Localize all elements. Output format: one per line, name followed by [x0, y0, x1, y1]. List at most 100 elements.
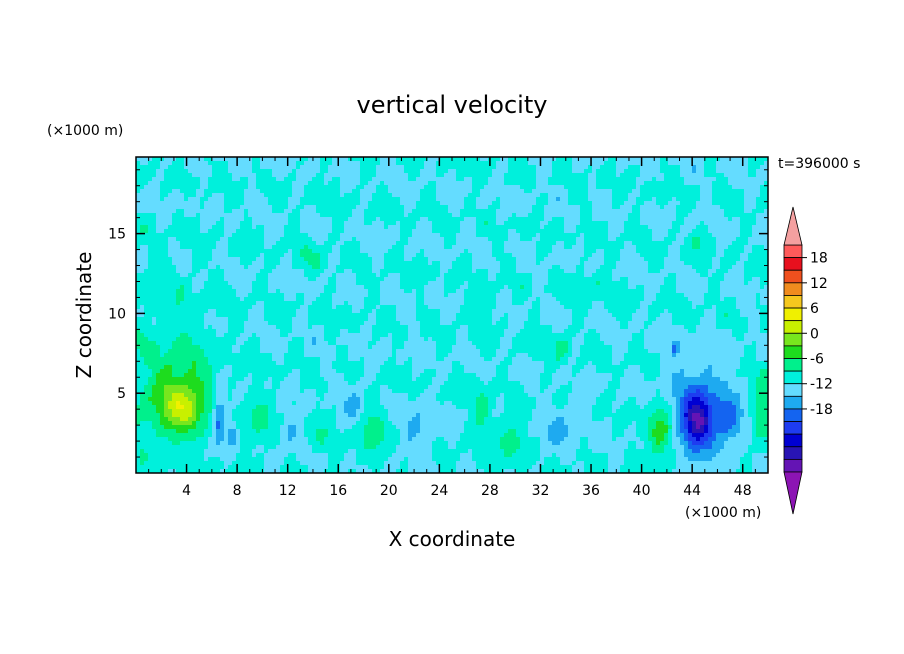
contour-cell — [288, 453, 296, 457]
contour-cell — [476, 233, 508, 237]
contour-cell — [744, 345, 756, 349]
contour-cell — [684, 237, 692, 241]
contour-cell — [624, 449, 652, 453]
contour-cell — [452, 365, 464, 369]
x-tick-label: 8 — [233, 483, 242, 499]
contour-cell — [188, 397, 196, 401]
contour-cell — [744, 453, 752, 457]
contour-cell — [496, 397, 504, 401]
contour-cell — [648, 261, 664, 265]
contour-cell — [608, 157, 616, 161]
contour-cell — [496, 293, 512, 297]
contour-cell — [636, 401, 648, 405]
contour-cell — [292, 181, 308, 185]
contour-cell — [372, 333, 388, 337]
contour-cell — [360, 377, 376, 381]
contour-cell — [456, 241, 492, 245]
contour-cell — [380, 337, 392, 341]
contour-cell — [324, 269, 336, 273]
contour-cell — [604, 249, 620, 253]
colorbar-swatch — [783, 244, 803, 259]
contour-cell — [296, 165, 300, 169]
contour-cell — [384, 257, 404, 261]
contour-cell — [620, 361, 660, 365]
contour-cell — [668, 161, 704, 165]
contour-cell — [532, 189, 568, 193]
contour-cell — [740, 229, 752, 233]
contour-cell — [256, 277, 268, 281]
x-tick-label: 44 — [683, 483, 701, 499]
contour-cell — [272, 205, 288, 209]
contour-cell — [584, 465, 608, 469]
contour-cell — [384, 277, 400, 281]
contour-cell — [456, 333, 468, 337]
contour-cell — [672, 321, 700, 325]
contour-cell — [160, 193, 168, 197]
contour-cell — [152, 385, 164, 389]
contour-cell — [424, 293, 444, 297]
contour-cell — [344, 229, 400, 233]
contour-cell — [724, 209, 744, 213]
contour-cell — [508, 325, 524, 329]
contour-cell — [448, 169, 456, 173]
contour-cell — [732, 217, 740, 221]
colorbar-swatch — [783, 295, 803, 309]
contour-cell — [476, 201, 492, 205]
contour-cell — [284, 229, 300, 233]
contour-cell — [156, 217, 172, 221]
contour-cell — [552, 217, 564, 221]
contour-cell — [412, 229, 432, 233]
contour-cell — [596, 397, 616, 401]
contour-cell — [208, 261, 240, 265]
contour-cell — [300, 305, 308, 309]
contour-cell — [684, 421, 688, 425]
contour-cell — [548, 269, 564, 273]
contour-cell — [716, 313, 724, 317]
contour-cell — [292, 249, 300, 253]
contour-cell — [360, 197, 372, 201]
contour-cell — [664, 309, 668, 313]
contour-cell — [736, 409, 744, 413]
contour-cell — [620, 465, 676, 469]
contour-cell — [512, 341, 556, 345]
contour-cell — [176, 269, 192, 273]
contour-cell — [340, 249, 360, 253]
contour-cell — [212, 433, 216, 437]
contour-cell — [576, 229, 608, 233]
contour-cell — [196, 401, 204, 405]
contour-cell — [732, 389, 748, 393]
contour-cell — [380, 157, 396, 161]
contour-cell — [752, 277, 760, 281]
contour-cell — [424, 337, 428, 341]
contour-cell — [320, 257, 328, 261]
contour-cell — [264, 461, 284, 465]
contour-cell — [500, 361, 512, 365]
contour-cell — [644, 373, 660, 377]
contour-cell — [696, 325, 716, 329]
contour-cell — [336, 269, 344, 273]
contour-cell — [136, 429, 156, 433]
contour-cell — [596, 185, 636, 189]
contour-cell — [588, 441, 628, 445]
contour-cell — [676, 349, 680, 353]
contour-cell — [612, 361, 620, 365]
contour-cell — [380, 161, 396, 165]
contour-cell — [172, 189, 180, 193]
contour-cell — [712, 441, 724, 445]
contour-cell — [524, 321, 540, 325]
contour-cell — [396, 309, 416, 313]
contour-cell — [204, 353, 272, 357]
contour-cell — [684, 453, 716, 457]
contour-cell — [628, 197, 636, 201]
contour-cell — [364, 401, 380, 405]
contour-cell — [400, 433, 408, 437]
contour-cell — [484, 357, 492, 361]
contour-cell — [148, 225, 156, 229]
contour-cell — [708, 397, 720, 401]
contour-cell — [296, 297, 304, 301]
contour-cell — [652, 233, 668, 237]
contour-cell — [224, 417, 232, 421]
contour-cell — [572, 337, 584, 341]
contour-cell — [752, 425, 756, 429]
